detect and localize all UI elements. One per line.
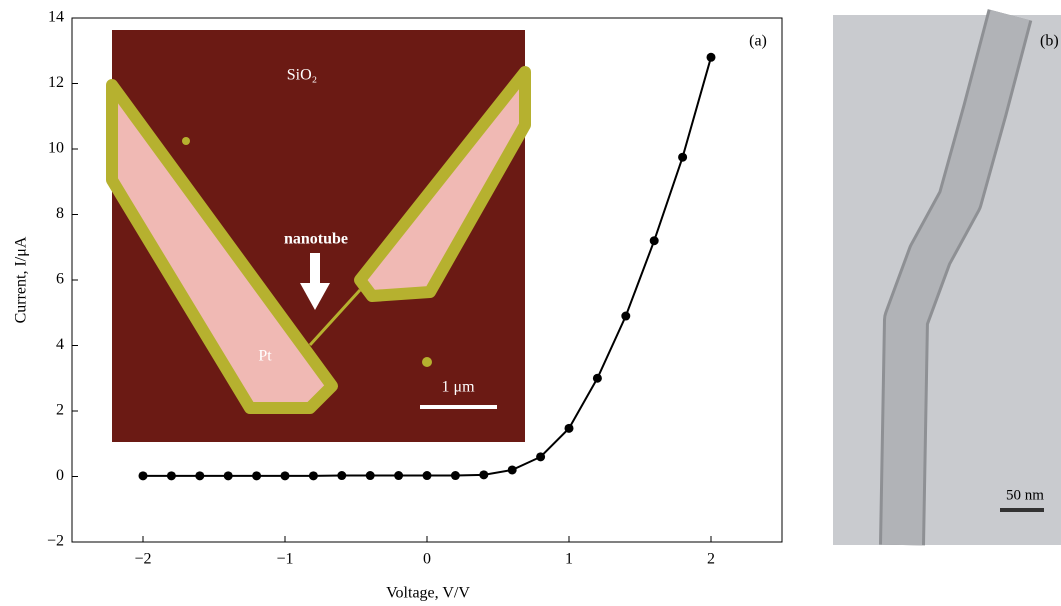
y-axis-label: Current, I/μA [13,236,30,323]
tem-image [833,15,1061,545]
data-point [337,471,346,480]
x-axis-label: Voltage, V/V [386,585,470,602]
y-tick-label: 12 [48,74,64,91]
y-tick-label: 8 [56,205,64,222]
data-point [678,153,687,162]
y-tick-label: 14 [48,9,64,26]
y-tick-label: 0 [56,467,64,484]
x-tick-label: 1 [565,551,573,568]
data-point [707,53,716,62]
panel-label: (a) [749,33,767,50]
x-tick-label: 2 [707,551,715,568]
y-tick-label: 10 [48,140,64,157]
y-tick-label: 2 [56,402,64,419]
data-point [565,424,574,433]
x-tick-label: 0 [423,551,431,568]
y-tick-label: −2 [47,533,64,550]
data-point [621,312,630,321]
data-point [224,471,233,480]
data-point [366,471,375,480]
y-tick-label: 4 [56,336,64,353]
data-point [252,471,261,480]
data-point [309,471,318,480]
data-point [167,471,176,480]
inset-label: Pt [258,348,272,365]
x-tick-label: −1 [276,551,293,568]
data-point [394,471,403,480]
scale-label: 50 nm [1006,487,1044,503]
figure: SiO₂ nanotube Pt 1 μm 50 nm (b) (a) Volt… [0,0,1061,606]
x-tick-label: −2 [134,551,151,568]
data-point [451,471,460,480]
y-tick-label: 6 [56,271,64,288]
data-point [479,470,488,479]
data-point [536,452,545,461]
data-point [281,471,290,480]
inset-label: 1 μm [441,379,475,396]
data-point [423,471,432,480]
data-point [195,471,204,480]
panel-label: (b) [1040,33,1059,50]
inset-label: SiO₂ [287,67,317,84]
data-point [593,374,602,383]
data-point [508,465,517,474]
inset-label: nanotube [284,231,348,248]
data-point [650,236,659,245]
data-point [139,471,148,480]
